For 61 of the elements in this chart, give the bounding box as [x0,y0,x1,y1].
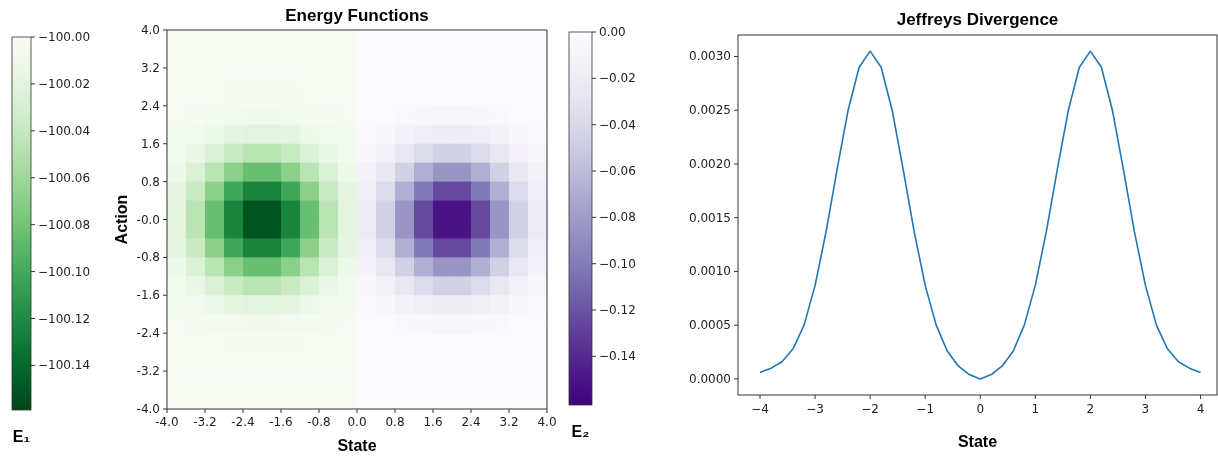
color-bar-label: −100.02 [38,76,91,91]
x-tick-label: 1 [1031,402,1040,416]
color-bar-label: −100.00 [38,30,91,44]
color-bar-label: −100.08 [38,217,91,232]
color-bar-label: −0.12 [599,303,636,318]
color-bar-label: −0.14 [599,349,636,364]
y-tick-label: 0.0010 [689,264,731,279]
y-tick-label: -1.6 [136,288,160,303]
x-axis-title: State [957,433,998,450]
line-series [759,50,1202,380]
x-tick-label: -4.0 [155,415,179,429]
y-axis-title: Action [113,194,130,245]
x-tick-label: 1.6 [423,415,443,429]
y-tick-label: -2.4 [136,326,160,341]
x-tick-label: 4 [1196,402,1205,416]
x-tick-label: 3.2 [499,415,519,429]
color-bar-label: −0.04 [599,117,636,132]
y-tick-label: 0.8 [140,174,160,189]
y-tick-label: -3.2 [136,364,160,379]
color-bar-label: −0.06 [599,164,636,179]
x-tick-label: -2.4 [231,415,255,429]
color-bar-label: −100.10 [38,264,91,279]
x-tick-label: 0.8 [385,415,405,429]
x-tick-label: 4.0 [537,415,557,429]
chart-title: Jeffreys Divergence [896,10,1059,29]
color-bar-label: −100.06 [38,170,91,185]
x-tick-label: -1.6 [269,415,293,429]
x-tick-label: −1 [916,402,935,416]
color-bar-title: E₁ [12,428,31,445]
x-tick-label: -3.2 [193,415,217,429]
color-bar-label: −100.12 [38,311,91,326]
y-tick-label: 0.0030 [689,49,731,64]
chart-title: Energy Functions [285,6,429,25]
y-tick-label: 0.0005 [689,318,731,333]
color-bar-label: 0.00 [599,25,626,39]
color-bar-label: −100.04 [38,123,91,138]
y-tick-label: -0.0 [136,212,160,227]
color-bar-title: E₂ [571,423,590,440]
y-tick-label: 4.0 [140,23,160,37]
color-bar-label: −0.02 [599,71,636,86]
color-bar-label: −0.08 [599,210,636,225]
x-axis-title: State [337,437,377,454]
x-tick-label: -0.8 [307,415,331,429]
x-tick-label: 0 [976,402,985,416]
x-tick-label: −4 [751,402,769,416]
x-tick-label: 2.4 [461,415,481,429]
x-tick-label: −2 [861,402,879,416]
x-tick-label: 0.0 [347,415,367,429]
y-tick-label: -0.8 [136,250,160,265]
y-tick-label: 1.6 [140,136,160,151]
color-bar-label: −0.10 [599,256,636,271]
y-tick-label: 0.0025 [689,103,731,118]
color-bar-label: −100.14 [38,358,91,373]
y-tick-label: 3.2 [140,60,160,75]
y-tick-label: 0.0015 [689,210,731,225]
y-tick-label: 0.0000 [689,371,731,386]
x-tick-label: 3 [1141,402,1150,416]
y-tick-label: 2.4 [140,98,160,113]
x-tick-label: 2 [1086,402,1095,416]
x-tick-label: −3 [806,402,824,416]
y-tick-label: 0.0020 [689,156,731,171]
